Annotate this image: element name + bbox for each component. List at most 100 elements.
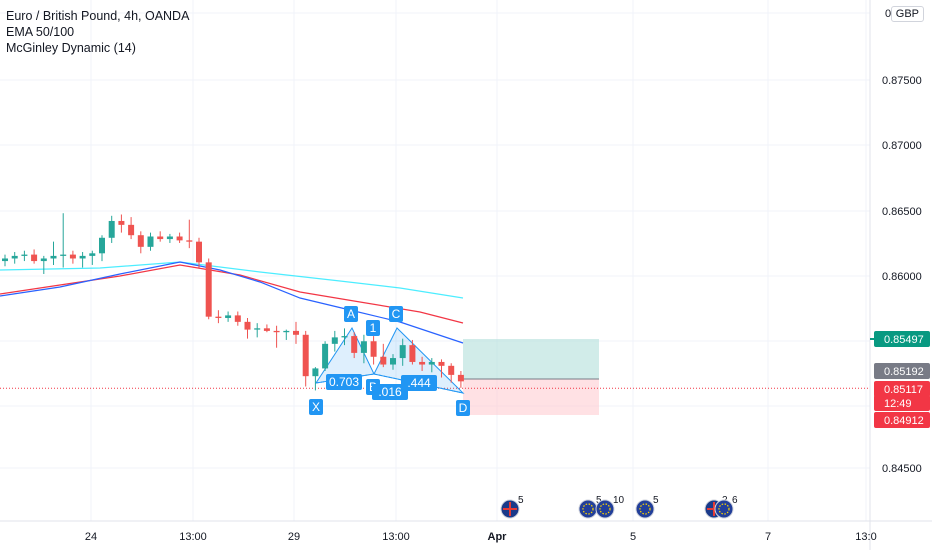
ema50-line bbox=[0, 261, 464, 344]
candle-body[interactable] bbox=[419, 361, 426, 365]
candle-body[interactable] bbox=[69, 254, 76, 259]
last-price-tag: 0.85117 bbox=[884, 384, 923, 396]
candle-body[interactable] bbox=[428, 361, 435, 365]
symbol-title[interactable]: Euro / British Pound, 4h, OANDA bbox=[6, 9, 190, 23]
candle-body[interactable] bbox=[351, 336, 358, 353]
candle-body[interactable] bbox=[263, 328, 270, 331]
time-tick-label: 13:0 bbox=[855, 531, 876, 543]
price-axis-top-fragment: 0 bbox=[885, 8, 892, 20]
candle-body[interactable] bbox=[11, 255, 18, 259]
pattern-ratio-abc-box[interactable] bbox=[366, 320, 380, 336]
candle-body[interactable] bbox=[99, 237, 105, 254]
ema-indicator-label[interactable]: EMA 50/100 bbox=[6, 25, 75, 39]
candle-body[interactable] bbox=[196, 241, 202, 263]
candle-body[interactable] bbox=[234, 315, 241, 322]
loss-zone[interactable] bbox=[463, 379, 599, 415]
candle-body[interactable] bbox=[186, 240, 193, 242]
event-eu-flag-icon[interactable] bbox=[578, 499, 598, 519]
candle-body[interactable] bbox=[283, 330, 290, 333]
candle-body[interactable] bbox=[273, 330, 280, 333]
candle-body[interactable] bbox=[409, 345, 416, 362]
pattern-point-x[interactable]: X bbox=[312, 400, 320, 414]
candle-body[interactable] bbox=[2, 258, 8, 262]
mcginley-indicator-label[interactable]: McGinley Dynamic (14) bbox=[6, 41, 136, 55]
event-count: 5 bbox=[596, 495, 602, 506]
price-tick-label: 0.87000 bbox=[882, 140, 922, 152]
chart-legend: Euro / British Pound, 4h, OANDA EMA 50/1… bbox=[6, 8, 189, 56]
price-tick-label: 0.86500 bbox=[882, 206, 922, 218]
candle-body[interactable] bbox=[21, 254, 28, 256]
pattern-point-c-box[interactable] bbox=[389, 306, 403, 322]
time-tick-label: 7 bbox=[765, 531, 771, 543]
candle-body[interactable] bbox=[205, 262, 212, 317]
stop-price-tag-bg bbox=[874, 412, 930, 428]
pattern-point-a[interactable]: A bbox=[347, 307, 355, 321]
countdown-tag: 12:49 bbox=[884, 398, 912, 410]
candle-body[interactable] bbox=[215, 316, 222, 318]
candle-body[interactable] bbox=[50, 255, 57, 259]
candle-body[interactable] bbox=[225, 315, 232, 318]
candle-body[interactable] bbox=[89, 253, 96, 256]
pattern-point-c[interactable]: C bbox=[392, 307, 401, 321]
pattern-point-x-box[interactable] bbox=[309, 399, 323, 415]
candle-body[interactable] bbox=[322, 343, 329, 369]
countdown-tag-bg bbox=[874, 395, 930, 411]
ema-price-tag: 0.85192 bbox=[884, 366, 924, 378]
time-tick-label: 13:00 bbox=[179, 531, 207, 543]
pattern-ratio-xad[interactable]: .444 bbox=[407, 376, 431, 390]
mcginley-line bbox=[0, 261, 464, 299]
pattern-ratio-xab-box[interactable] bbox=[326, 374, 362, 390]
candle-body[interactable] bbox=[457, 374, 464, 382]
event-count: 6 bbox=[732, 495, 738, 506]
pattern-ratio-bcd[interactable]: .016 bbox=[378, 385, 402, 399]
candle-body[interactable] bbox=[399, 345, 406, 359]
event-eu-flag-icon[interactable] bbox=[635, 499, 655, 519]
candle-body[interactable] bbox=[438, 361, 445, 366]
candle-body[interactable] bbox=[108, 220, 115, 238]
candle-body[interactable] bbox=[176, 236, 183, 241]
price-tick-label: 0.84500 bbox=[882, 463, 922, 475]
candle-body[interactable] bbox=[157, 236, 164, 240]
candle-body[interactable] bbox=[390, 358, 396, 365]
last-price-tag-bg bbox=[874, 381, 930, 397]
pattern-point-d-box[interactable] bbox=[456, 400, 470, 416]
candle-body[interactable] bbox=[360, 341, 367, 353]
pattern-point-a-box[interactable] bbox=[344, 306, 358, 322]
profit-zone[interactable] bbox=[463, 339, 599, 379]
time-tick-label: 24 bbox=[85, 531, 97, 543]
candle-body[interactable] bbox=[137, 235, 144, 247]
event-eu-flag-icon[interactable] bbox=[714, 499, 734, 519]
pattern-ratio-xab[interactable]: 0.703 bbox=[329, 375, 359, 389]
candle-body[interactable] bbox=[166, 236, 173, 240]
candle-body[interactable] bbox=[128, 224, 135, 236]
pattern-ratio-xad-box[interactable] bbox=[401, 375, 437, 391]
candle-body[interactable] bbox=[293, 330, 299, 335]
target-price-tag-bg bbox=[874, 331, 930, 347]
event-eu-flag-icon[interactable] bbox=[595, 499, 615, 519]
candle-body[interactable] bbox=[380, 356, 387, 365]
event-uk-flag-icon[interactable] bbox=[500, 499, 520, 519]
pattern-point-d[interactable]: D bbox=[459, 401, 468, 415]
currency-selector[interactable]: GBP bbox=[890, 6, 924, 22]
candle-body[interactable] bbox=[118, 220, 125, 225]
candle-body[interactable] bbox=[341, 336, 348, 338]
candle-body[interactable] bbox=[147, 236, 154, 247]
time-tick-label: 13:00 bbox=[382, 531, 410, 543]
event-count: 5 bbox=[653, 495, 659, 506]
target-price-tag: 0.85497 bbox=[884, 334, 924, 346]
stop-price-tag: 0.84912 bbox=[884, 415, 924, 427]
candle-body[interactable] bbox=[331, 337, 338, 344]
candle-body[interactable] bbox=[40, 258, 47, 262]
candle-body[interactable] bbox=[79, 255, 86, 259]
pattern-ratio-abc[interactable]: 1 bbox=[370, 321, 377, 335]
candle-body[interactable] bbox=[370, 341, 377, 357]
candle-body[interactable] bbox=[448, 365, 455, 375]
candle-body[interactable] bbox=[31, 254, 38, 262]
candle-body[interactable] bbox=[244, 321, 251, 330]
candle-body[interactable] bbox=[302, 334, 309, 377]
candle-body[interactable] bbox=[312, 368, 319, 377]
pattern-ratio-bcd-box[interactable] bbox=[372, 384, 408, 400]
candle-body[interactable] bbox=[254, 328, 261, 330]
candle-body[interactable] bbox=[60, 254, 67, 256]
